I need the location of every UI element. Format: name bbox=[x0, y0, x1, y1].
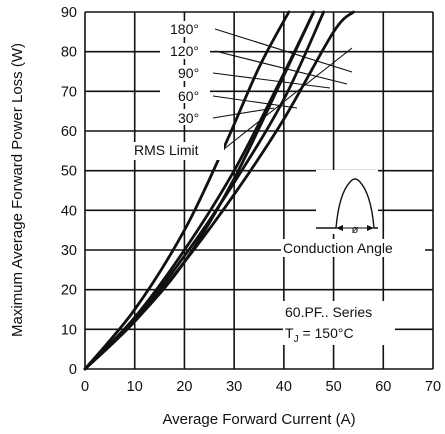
conduction-angle-label: Conduction Angle bbox=[283, 240, 393, 256]
x-tick-label: 20 bbox=[176, 379, 192, 395]
y-axis-title: Maximum Average Forward Power Loss (W) bbox=[9, 43, 26, 337]
y-tick-label: 10 bbox=[61, 322, 77, 338]
y-tick-label: 0 bbox=[69, 362, 77, 378]
leader-120 bbox=[214, 50, 348, 85]
junction-temp-label: TJ = 150°C bbox=[285, 325, 354, 345]
conduction-waveform bbox=[316, 178, 378, 229]
x-tick-label: 70 bbox=[425, 379, 441, 395]
tick-labels: 0 10 20 30 40 50 60 70 0 10 20 30 40 50 60 70 80 90 bbox=[61, 5, 441, 395]
x-tick-label: 30 bbox=[226, 379, 242, 395]
x-tick-label: 40 bbox=[276, 379, 292, 395]
y-tick-label: 40 bbox=[61, 203, 77, 219]
curve-label-120: 120° bbox=[170, 43, 199, 59]
rms-limit-leader bbox=[223, 47, 353, 150]
leader-60 bbox=[212, 95, 298, 109]
x-tick-label: 10 bbox=[127, 379, 143, 395]
curve-label-30: 30° bbox=[178, 110, 199, 126]
y-tick-label: 50 bbox=[61, 164, 77, 180]
conduction-angle-inset: ø Conduction Angle bbox=[281, 170, 425, 257]
x-axis-title: Average Forward Current (A) bbox=[162, 411, 355, 428]
y-tick-label: 80 bbox=[61, 45, 77, 61]
x-tick-label: 0 bbox=[81, 379, 89, 395]
series-line-30 bbox=[83, 10, 316, 371]
leader-90 bbox=[212, 72, 331, 89]
curve-label-180: 180° bbox=[170, 21, 199, 37]
curves bbox=[83, 10, 355, 371]
phi-symbol: ø bbox=[352, 224, 359, 236]
series-line-60 bbox=[83, 10, 291, 371]
x-tick-label: 60 bbox=[375, 379, 391, 395]
leader-180 bbox=[214, 28, 353, 73]
y-tick-label: 90 bbox=[61, 5, 77, 21]
y-tick-label: 70 bbox=[61, 84, 77, 100]
curve-label-90: 90° bbox=[178, 65, 199, 81]
y-tick-label: 30 bbox=[61, 243, 77, 259]
y-tick-label: 60 bbox=[61, 124, 77, 140]
series-label: 60.PF.. Series bbox=[285, 304, 372, 320]
leader-30 bbox=[212, 107, 275, 119]
curve-label-60: 60° bbox=[178, 88, 199, 104]
rms-limit-label: RMS Limit bbox=[134, 142, 199, 158]
y-tick-label: 20 bbox=[61, 283, 77, 299]
x-tick-label: 50 bbox=[326, 379, 342, 395]
